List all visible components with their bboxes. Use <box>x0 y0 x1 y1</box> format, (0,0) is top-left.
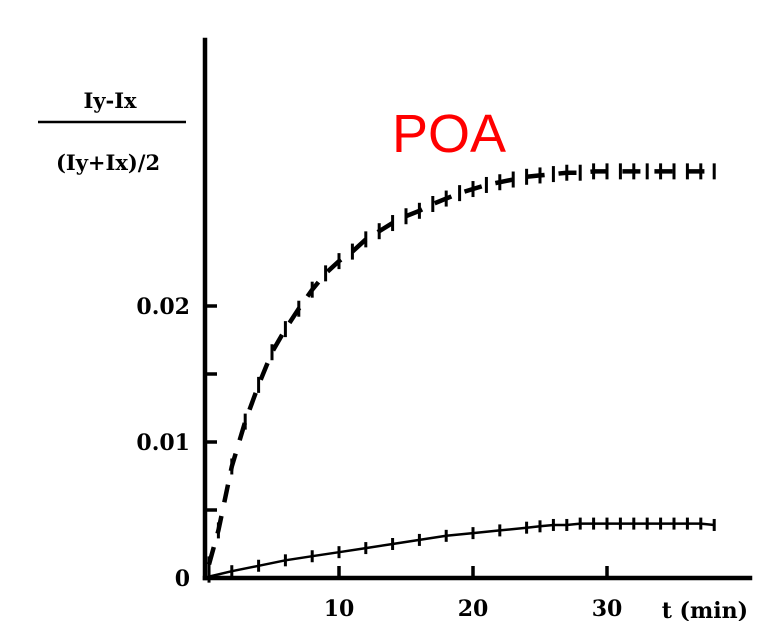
x-tick-label: 10 <box>324 596 355 621</box>
y-ticks: 0 0.01 0.02 <box>136 294 217 592</box>
x-axis-label: t (min) <box>662 598 748 621</box>
x-ticks: 10 20 30 <box>324 566 623 621</box>
y-axis-label-denominator: (Iy+Ix)/2 <box>56 150 160 175</box>
poa-annotation: POA <box>392 104 506 164</box>
y-axis-label-numerator: Iy-Ix <box>83 88 137 113</box>
x-tick-label: 20 <box>458 596 489 621</box>
series-dashed-line <box>206 169 715 565</box>
y-axis-label: Iy-Ix (Iy+Ix)/2 <box>38 88 186 175</box>
y-tick-label: 0 <box>175 566 190 592</box>
series-solid-line <box>208 522 715 578</box>
series-group <box>206 163 716 583</box>
y-tick-label: 0.01 <box>136 430 190 456</box>
y-tick-label: 0.02 <box>136 294 190 320</box>
x-tick-label: 30 <box>592 596 623 621</box>
